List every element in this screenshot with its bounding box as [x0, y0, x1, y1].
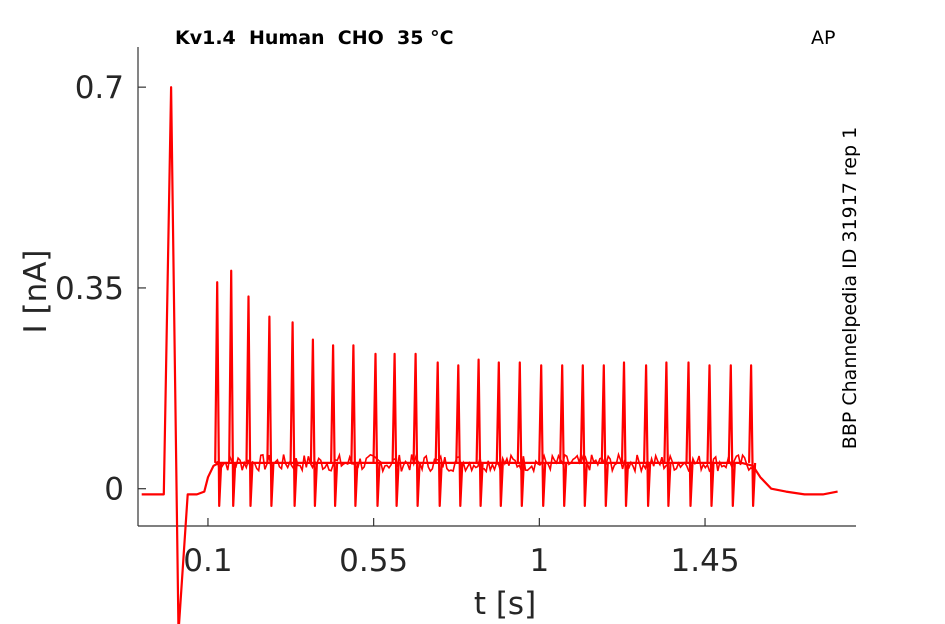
spike-25: [706, 364, 715, 507]
spike-23: [663, 361, 672, 507]
spike-12: [434, 361, 443, 507]
spike-3: [245, 295, 254, 507]
spike-5: [289, 321, 298, 507]
x-tick-label: 1.45: [671, 543, 740, 579]
spike-22: [643, 364, 652, 507]
spike-13: [455, 364, 464, 507]
spike-15: [495, 361, 504, 507]
spike-1: [214, 281, 223, 507]
spike-16: [516, 361, 525, 507]
spike-14: [475, 358, 484, 507]
spike-9: [372, 352, 381, 507]
spike-2: [228, 269, 237, 507]
x-tick-label: 1: [529, 543, 549, 579]
dataset-id-label: BBP Channelpedia ID 31917 rep 1: [839, 126, 861, 450]
y-tick-label: 0: [104, 472, 124, 508]
spike-17: [538, 364, 547, 507]
y-axis-label: I [nA]: [18, 249, 54, 333]
x-tick-label: 0.1: [183, 543, 232, 579]
spike-4: [266, 315, 275, 507]
spike-24: [685, 361, 694, 507]
y-tick-label: 0.35: [55, 271, 124, 307]
spike-19: [579, 364, 588, 507]
protocol-tag: AP: [811, 27, 836, 49]
chart-title: Kv1.4 Human CHO 35 °C: [175, 27, 454, 49]
trace-noise: [214, 451, 754, 475]
spike-11: [412, 352, 421, 507]
spike-8: [350, 344, 359, 507]
x-tick-label: 0.55: [339, 543, 408, 579]
spike-6: [309, 338, 318, 507]
x-axis-label: t [s]: [474, 586, 536, 622]
spike-21: [620, 361, 630, 507]
y-tick-label: 0.7: [75, 70, 124, 106]
spike-20: [600, 364, 609, 507]
spike-26: [727, 364, 736, 507]
spike-10: [391, 352, 400, 507]
spike-27: [748, 364, 757, 507]
spike-18: [559, 364, 568, 507]
spike-7: [330, 344, 339, 507]
